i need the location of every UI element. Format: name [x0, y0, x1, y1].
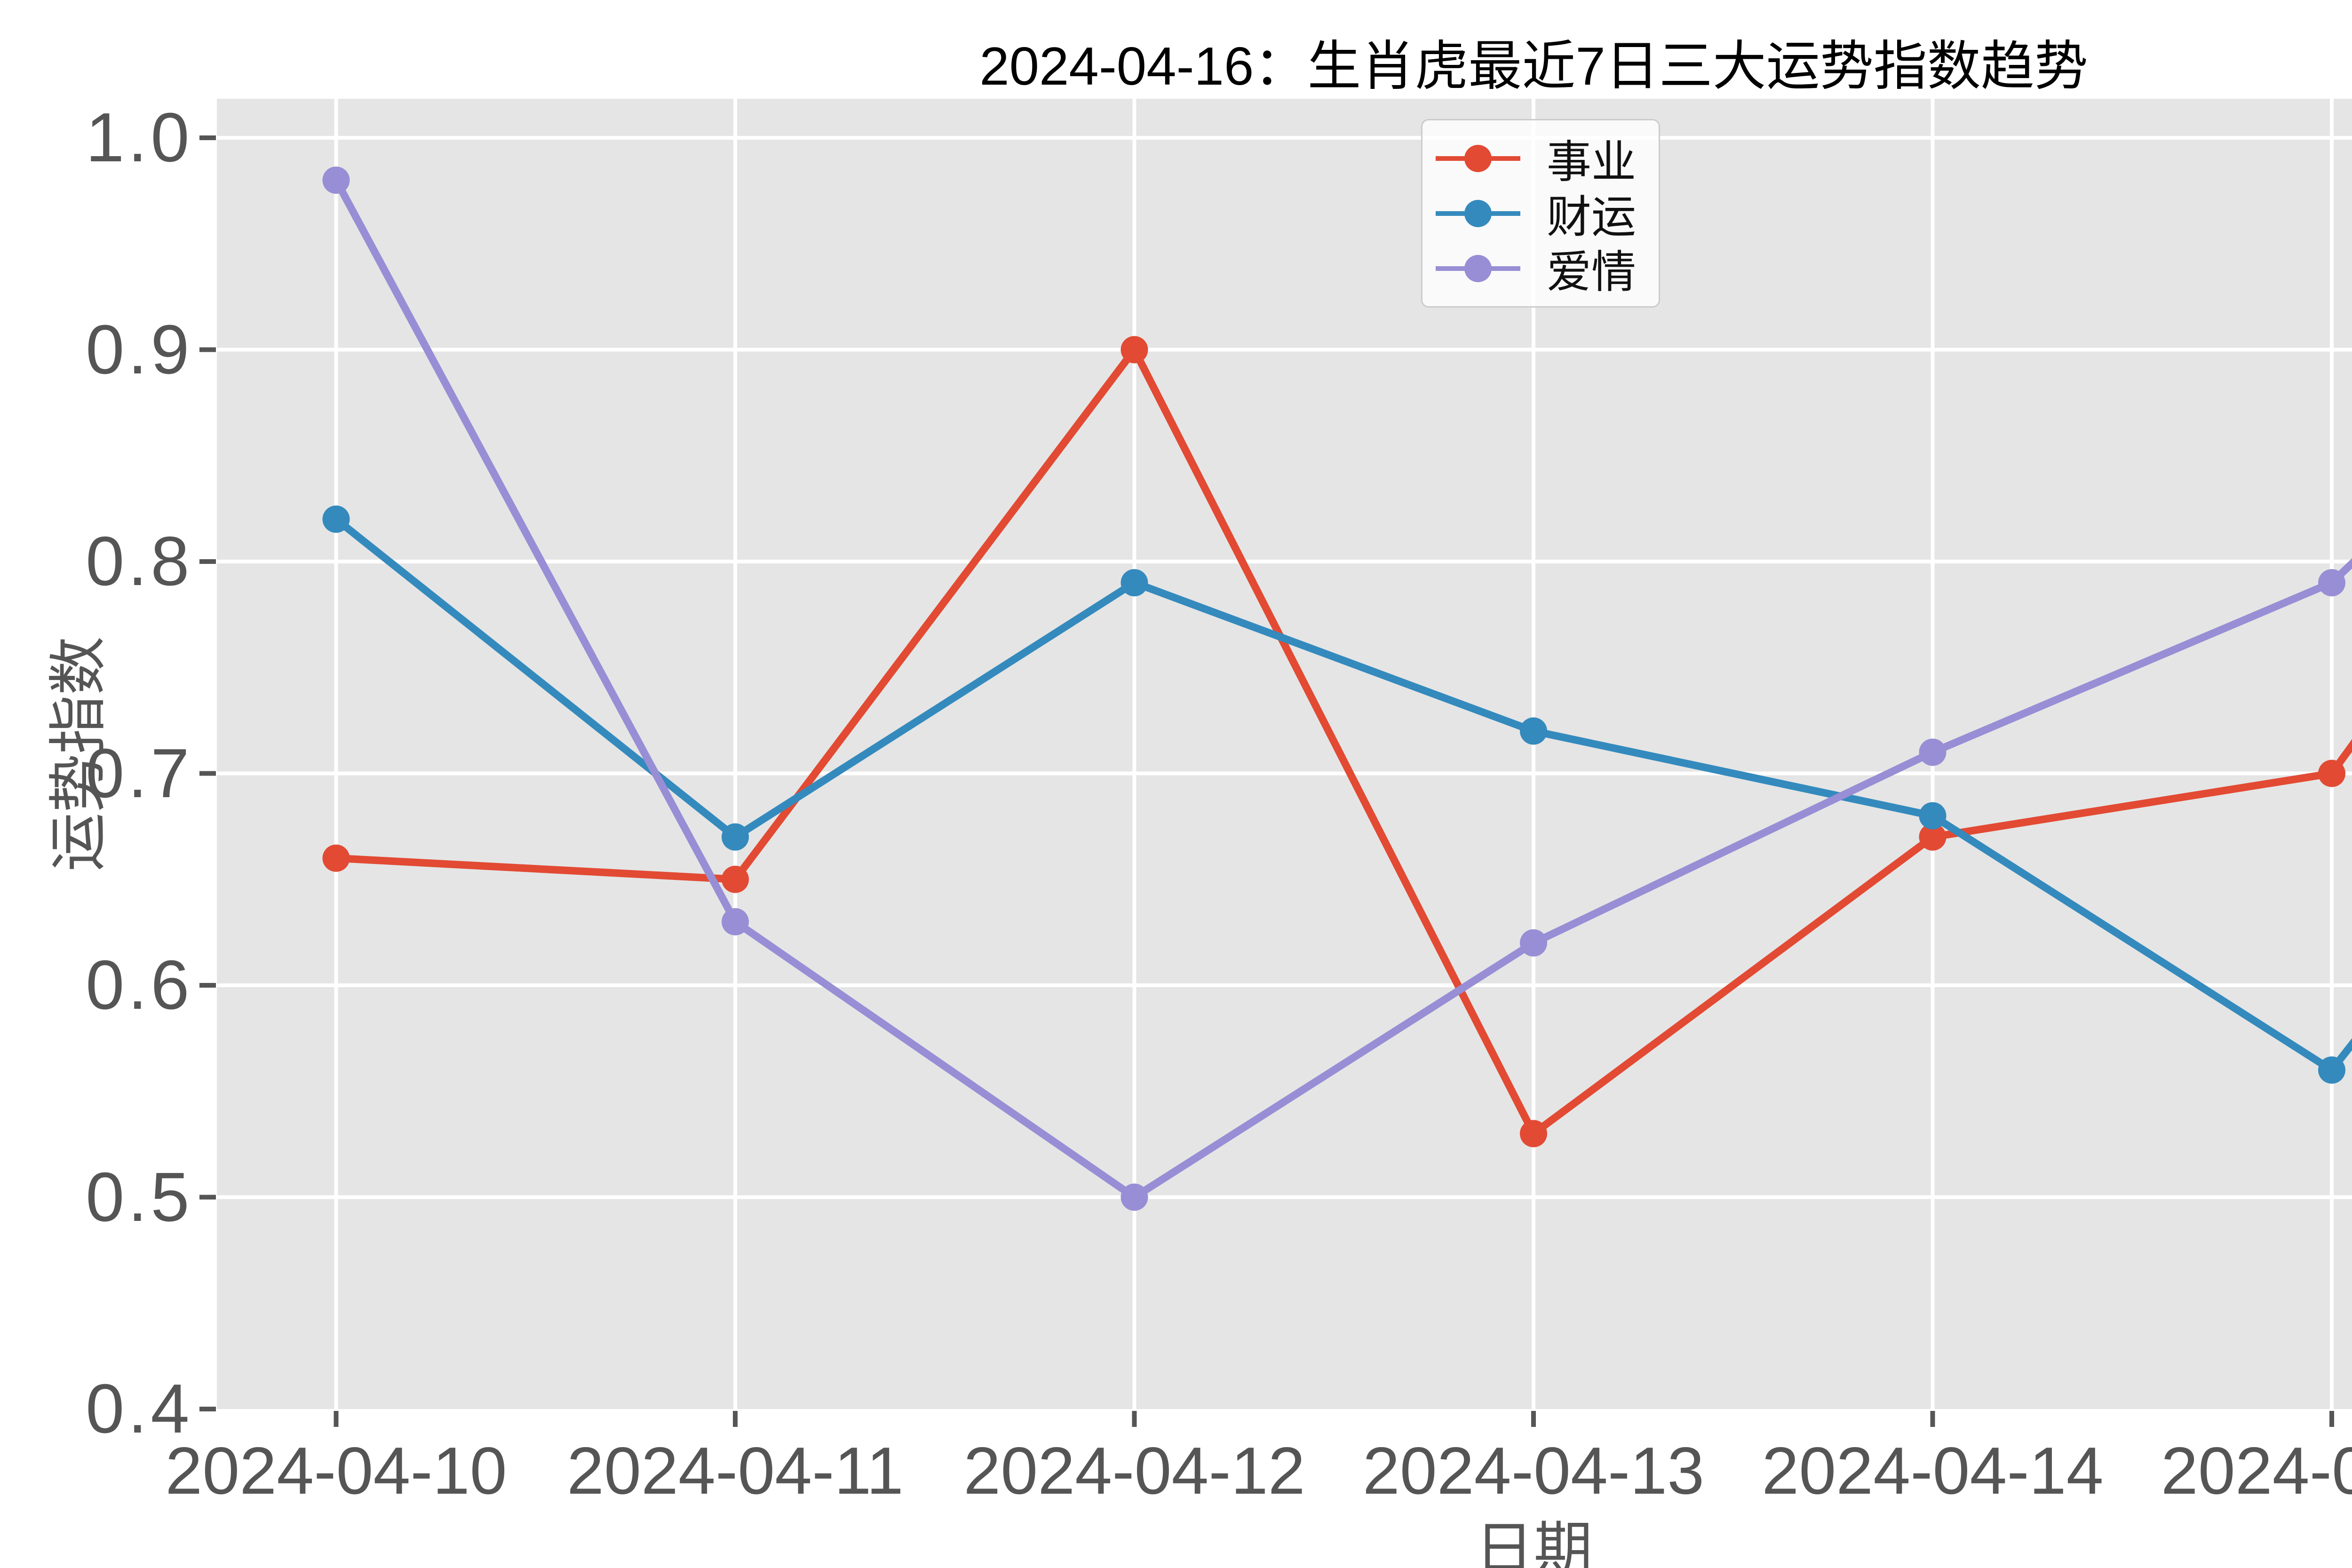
- y-tick-label: 0.4: [86, 1370, 193, 1448]
- data-point-marker: [1120, 336, 1148, 364]
- legend-label: 财运: [1547, 192, 1637, 242]
- data-point-marker: [722, 823, 749, 851]
- data-point-marker: [2318, 760, 2345, 787]
- data-point-marker: [2318, 1056, 2345, 1084]
- data-point-marker: [1120, 569, 1148, 597]
- data-point-marker: [722, 865, 749, 893]
- legend-dot-icon: [1464, 199, 1492, 227]
- x-tick-label: 2024-04-15: [2161, 1433, 2352, 1508]
- x-tick-label: 2024-04-11: [567, 1433, 904, 1508]
- y-tick-label: 0.9: [86, 310, 193, 388]
- data-point-marker: [1520, 717, 1547, 745]
- legend-marker-icon: [1436, 144, 1520, 172]
- data-point-marker: [722, 908, 749, 935]
- legend-marker-icon: [1436, 254, 1520, 282]
- legend-marker-icon: [1436, 199, 1520, 227]
- data-point-marker: [1919, 823, 1947, 851]
- legend: 事业 财运 爱情: [1421, 119, 1661, 308]
- plot-area: [217, 99, 2352, 1409]
- legend-item: 爱情: [1436, 241, 1636, 297]
- y-tick-label: 0.8: [86, 523, 193, 600]
- data-point-marker: [2318, 569, 2345, 597]
- x-tick-label: 2024-04-13: [1362, 1433, 1705, 1508]
- legend-dot-icon: [1464, 144, 1492, 172]
- legend-item: 财运: [1436, 186, 1636, 242]
- data-point-marker: [1919, 802, 1947, 830]
- x-axis-label: 日期: [1475, 1517, 1593, 1568]
- legend-item: 事业: [1436, 131, 1636, 187]
- x-tick-label: 2024-04-10: [165, 1433, 507, 1508]
- data-point-marker: [322, 166, 350, 194]
- data-point-marker: [1919, 738, 1947, 766]
- data-point-marker: [1520, 1120, 1547, 1148]
- data-point-marker: [322, 844, 350, 872]
- data-point-marker: [322, 505, 350, 533]
- data-point-marker: [1520, 929, 1547, 957]
- legend-label: 爱情: [1547, 247, 1637, 297]
- chart-title: 2024-04-16：生肖虎最近7日三大运势指数趋势: [979, 37, 2088, 96]
- y-tick-label: 1.0: [86, 99, 193, 176]
- legend-dot-icon: [1464, 254, 1492, 282]
- y-tick-label: 0.5: [86, 1158, 193, 1236]
- data-point-marker: [1120, 1183, 1148, 1211]
- x-tick-label: 2024-04-12: [963, 1433, 1305, 1508]
- y-tick-label: 0.6: [86, 946, 193, 1024]
- y-tick-label: 0.7: [86, 734, 193, 812]
- legend-label: 事业: [1547, 137, 1637, 187]
- x-tick-label: 2024-04-14: [1762, 1433, 2104, 1508]
